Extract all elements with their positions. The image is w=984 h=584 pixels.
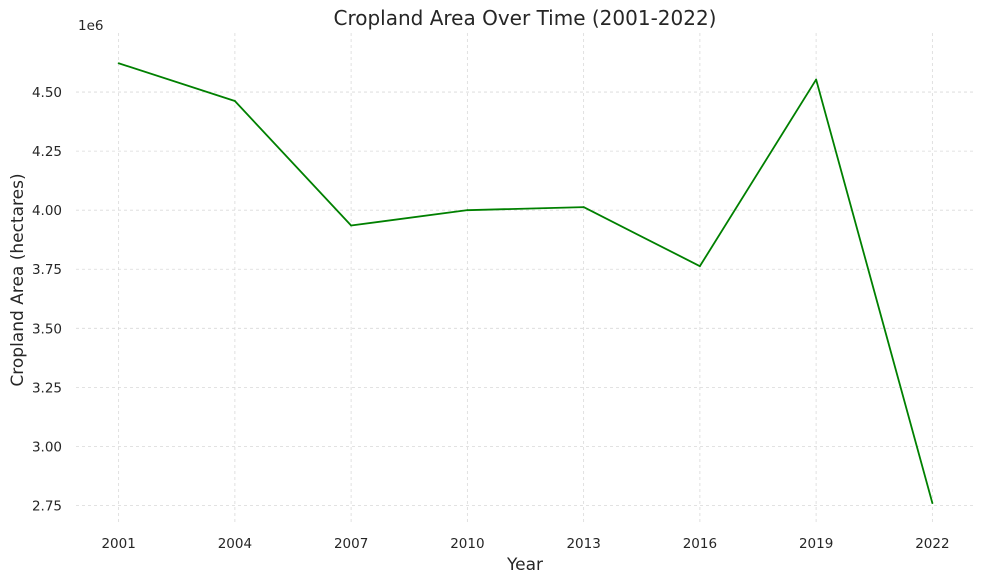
data-point-2016 xyxy=(698,265,701,268)
data-point-2001 xyxy=(117,62,120,65)
y-tick-label: 4.25 xyxy=(32,144,62,160)
y-tick-label: 3.75 xyxy=(32,262,62,278)
data-point-2010 xyxy=(466,209,469,212)
x-tick-labels: 2001 2004 2007 2010 2013 2016 2019 2022 xyxy=(101,536,949,552)
data-point-2007 xyxy=(350,224,353,227)
series-layer xyxy=(117,62,934,505)
x-tick-label: 2013 xyxy=(566,536,600,552)
y-tick-labels: 2.75 3.00 3.25 3.50 3.75 4.00 4.25 4.50 xyxy=(32,85,62,514)
series-line xyxy=(118,62,934,504)
grid xyxy=(76,33,975,522)
y-tick-label: 3.25 xyxy=(32,380,62,396)
data-point-2019 xyxy=(815,78,818,81)
x-axis-label: Year xyxy=(506,555,543,575)
chart-title: Cropland Area Over Time (2001-2022) xyxy=(334,6,717,30)
y-axis-label: Cropland Area (hectares) xyxy=(8,173,28,386)
data-point-2013 xyxy=(582,206,585,209)
y-tick-label: 4.00 xyxy=(32,203,62,219)
data-point-2004 xyxy=(233,100,236,102)
x-tick-label: 2001 xyxy=(101,536,135,552)
x-tick-label: 2016 xyxy=(683,536,717,552)
x-tick-label: 2010 xyxy=(450,536,484,552)
x-tick-label: 2004 xyxy=(218,536,252,552)
y-tick-label: 3.00 xyxy=(32,439,62,455)
x-tick-label: 2007 xyxy=(334,536,368,552)
y-offset-label: 1e6 xyxy=(78,18,103,34)
x-tick-label: 2019 xyxy=(799,536,833,552)
y-tick-label: 2.75 xyxy=(32,498,62,514)
y-tick-label: 3.50 xyxy=(32,321,62,337)
x-tick-label: 2022 xyxy=(915,536,949,552)
data-point-2022 xyxy=(931,502,934,505)
y-tick-label: 4.50 xyxy=(32,85,62,101)
